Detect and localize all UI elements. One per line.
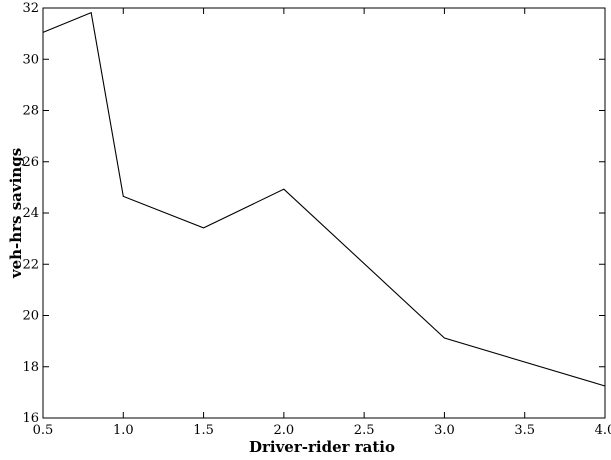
y-tick-label: 32 bbox=[22, 1, 39, 16]
data-point bbox=[203, 227, 204, 228]
x-tick-label: 3.0 bbox=[434, 423, 455, 438]
series-line-1 bbox=[42, 11, 606, 387]
y-tick-label: 18 bbox=[22, 360, 39, 375]
x-tick-label: 4.0 bbox=[595, 423, 611, 438]
plot-area bbox=[42, 7, 606, 419]
y-tick-label: 16 bbox=[22, 411, 39, 426]
data-point bbox=[283, 189, 284, 190]
data-point bbox=[444, 338, 445, 339]
y-tick-label: 26 bbox=[22, 155, 39, 170]
x-tick-label: 0.5 bbox=[33, 423, 54, 438]
y-tick-label: 28 bbox=[22, 104, 39, 119]
series-layer bbox=[42, 11, 606, 387]
data-point bbox=[43, 32, 44, 33]
x-tick-label: 3.5 bbox=[514, 423, 535, 438]
x-tick-label: 1.5 bbox=[193, 423, 214, 438]
y-tick-label: 20 bbox=[22, 309, 39, 324]
data-point bbox=[123, 196, 124, 197]
y-tick-label: 24 bbox=[22, 206, 39, 221]
x-tick-label: 2.5 bbox=[354, 423, 375, 438]
y-axis-label: veh-hrs savings bbox=[7, 148, 25, 279]
axes-frame bbox=[42, 7, 606, 419]
data-point bbox=[605, 385, 606, 386]
ticks-layer: 0.5 1.0 1.5 2.0 2.5 3.0 3.5 4.0 16 18 20 22 24 26 28 30… bbox=[22, 1, 611, 438]
x-axis-label: Driver-rider ratio bbox=[249, 438, 395, 456]
y-tick-label: 30 bbox=[22, 52, 39, 67]
x-tick-label: 1.0 bbox=[113, 423, 134, 438]
x-tick-label: 2.0 bbox=[274, 423, 295, 438]
data-point bbox=[91, 12, 92, 13]
y-tick-label: 22 bbox=[22, 257, 39, 272]
